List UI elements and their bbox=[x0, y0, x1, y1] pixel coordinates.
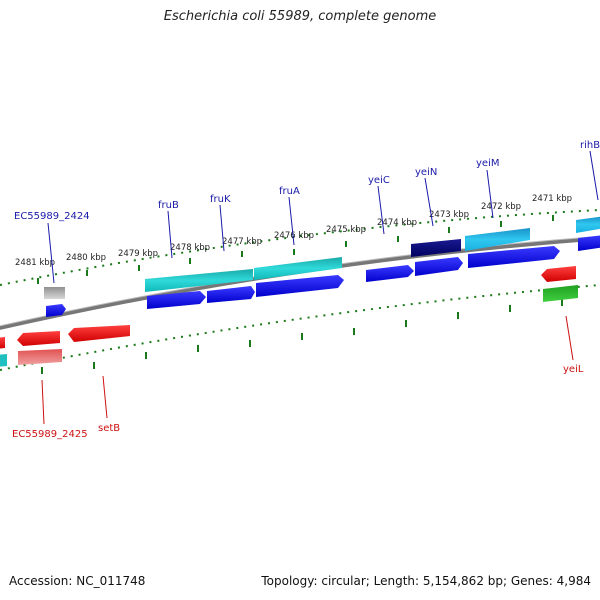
gene-label-rihB: rihB bbox=[580, 140, 600, 151]
gene-arrow bbox=[147, 291, 206, 309]
top-track-dots bbox=[0, 209, 600, 286]
top-inner-genes bbox=[46, 235, 600, 317]
gene-label-yeiL: yeiL bbox=[563, 364, 584, 375]
bottom-label-leaders bbox=[41, 315, 574, 425]
gene-label-setB: setB bbox=[98, 423, 120, 434]
gene-cyan-left bbox=[0, 354, 7, 367]
gene-label-fruK: fruK bbox=[210, 194, 231, 205]
accession-text: Accession: NC_011748 bbox=[9, 574, 146, 588]
kbp-label: 2479 kbp bbox=[118, 249, 158, 259]
gene-arrow-left bbox=[17, 331, 60, 346]
gene-yeiL-red bbox=[541, 266, 576, 282]
kbp-label: 2475 kbp bbox=[326, 225, 366, 235]
gene-EC55989_2424-outer bbox=[44, 287, 65, 299]
gene-arrow bbox=[468, 246, 560, 268]
gene-arrow bbox=[46, 304, 66, 317]
gene-arrow bbox=[207, 286, 255, 303]
gene-yeiL-green bbox=[543, 285, 578, 302]
gene-yeiN-outer bbox=[411, 239, 461, 257]
top-track-ticks bbox=[37, 215, 554, 284]
genome-summary-text: Topology: circular; Length: 5,154,862 bp… bbox=[261, 574, 591, 588]
top-outer-genes bbox=[44, 216, 600, 299]
gene-label-fruB: fruB bbox=[158, 200, 179, 211]
kbp-label: 2478 kbp bbox=[170, 243, 210, 253]
gene-rihB-outer bbox=[576, 216, 600, 233]
gene-arrow bbox=[256, 275, 344, 297]
kbp-label: 2473 kbp bbox=[429, 210, 469, 220]
gene-label-yeiN: yeiN bbox=[415, 167, 437, 178]
gene-fruK-outer bbox=[254, 257, 342, 280]
bottom-gene-labels: EC55989_2425 setB yeiL bbox=[12, 364, 584, 440]
kbp-label: 2480 kbp bbox=[66, 253, 106, 263]
kbp-label: 2477 kbp bbox=[222, 237, 262, 247]
gene-label-EC55989_2424: EC55989_2424 bbox=[14, 211, 90, 222]
gene-yeiM-outer bbox=[465, 228, 530, 251]
gene-fruB-outer bbox=[145, 269, 253, 292]
top-label-leaders bbox=[47, 150, 599, 284]
gene-label-fruA: fruA bbox=[279, 186, 300, 197]
gene-arrow bbox=[415, 257, 463, 276]
gene-arrow-left bbox=[68, 325, 130, 342]
gene-arrow bbox=[366, 265, 414, 282]
gene-label-yeiM: yeiM bbox=[476, 158, 499, 169]
kbp-label: 2476 kbp bbox=[274, 231, 314, 241]
bottom-genes bbox=[0, 266, 578, 367]
kbp-label: 2474 kbp bbox=[377, 218, 417, 228]
kbp-label: 2471 kbp bbox=[532, 194, 572, 204]
bottom-track-dots bbox=[0, 284, 600, 371]
kbp-label: 2481 kbp bbox=[15, 258, 55, 268]
kbp-labels: 2481 kbp 2480 kbp 2479 kbp 2478 kbp 2477… bbox=[15, 194, 572, 268]
bottom-track-ticks bbox=[41, 299, 563, 374]
gene-EC55989_2425-lower bbox=[18, 349, 62, 365]
map-title: Escherichia coli 55989, complete genome bbox=[163, 9, 437, 24]
top-gene-labels: EC55989_2424 fruB fruK fruA yeiC yeiN ye… bbox=[14, 140, 600, 222]
kbp-label: 2472 kbp bbox=[481, 202, 521, 212]
gene-label-yeiC: yeiC bbox=[368, 175, 390, 186]
gene-arrow-left bbox=[0, 337, 5, 349]
gene-arrow bbox=[578, 235, 600, 251]
gene-label-EC55989_2425: EC55989_2425 bbox=[12, 429, 88, 440]
